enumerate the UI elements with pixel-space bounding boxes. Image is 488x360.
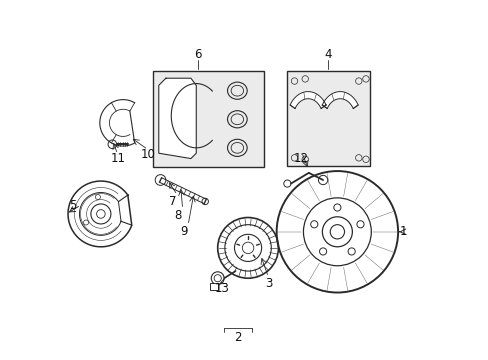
Text: 13: 13 bbox=[214, 283, 229, 296]
Text: 8: 8 bbox=[174, 209, 182, 222]
Bar bbox=[209, 283, 217, 290]
Polygon shape bbox=[159, 178, 206, 204]
Text: 5: 5 bbox=[69, 198, 77, 212]
Bar bbox=[153, 71, 264, 167]
Bar bbox=[287, 71, 369, 166]
Polygon shape bbox=[100, 100, 134, 146]
Text: 9: 9 bbox=[180, 225, 187, 238]
Text: 3: 3 bbox=[264, 277, 271, 290]
Text: 2: 2 bbox=[234, 331, 242, 344]
Text: 7: 7 bbox=[169, 195, 177, 208]
Text: 12: 12 bbox=[294, 152, 308, 165]
Polygon shape bbox=[289, 91, 325, 109]
Text: 11: 11 bbox=[110, 152, 125, 165]
Polygon shape bbox=[322, 91, 357, 109]
Text: 6: 6 bbox=[194, 49, 202, 62]
Text: 1: 1 bbox=[399, 225, 407, 238]
Polygon shape bbox=[159, 78, 196, 158]
Text: 4: 4 bbox=[324, 49, 331, 62]
Polygon shape bbox=[68, 181, 131, 247]
Text: 10: 10 bbox=[141, 148, 155, 162]
